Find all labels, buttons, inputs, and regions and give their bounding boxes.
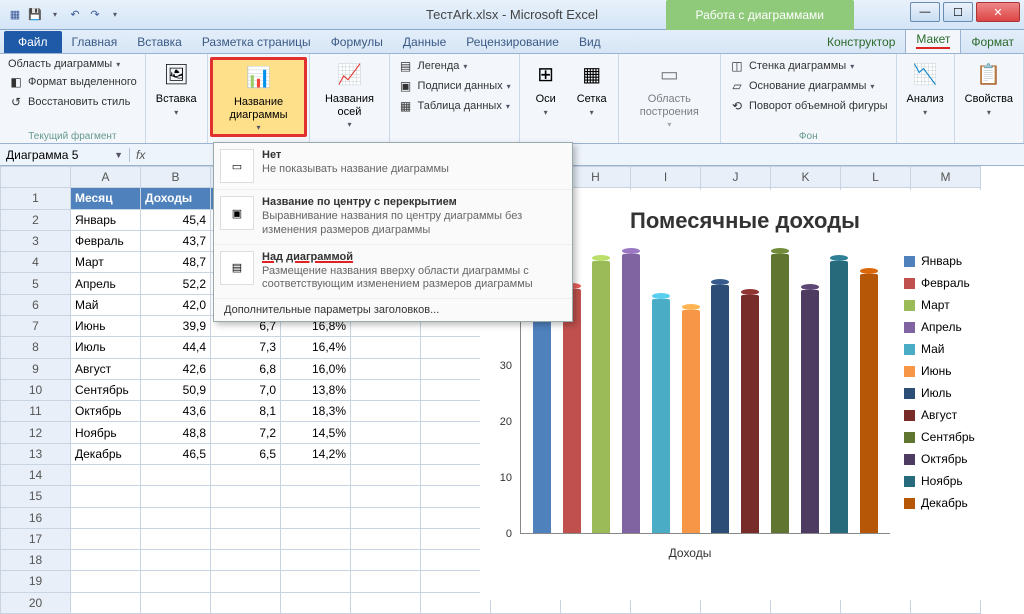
redo-icon[interactable]: ↷ <box>86 6 104 24</box>
file-tab[interactable]: Файл <box>4 31 62 53</box>
tab-page-layout[interactable]: Разметка страницы <box>192 31 321 53</box>
axes-icon: ⊞ <box>530 59 562 91</box>
format-selection-button[interactable]: ◧Формат выделенного <box>6 73 139 91</box>
grid-icon: ▦ <box>576 59 608 91</box>
name-box[interactable]: Диаграмма 5▼ <box>0 148 130 162</box>
chart-plotarea <box>520 254 890 534</box>
chart-title-icon: 📊 <box>243 62 275 94</box>
tab-data[interactable]: Данные <box>393 31 456 53</box>
save-icon[interactable]: 💾 <box>26 6 44 24</box>
axis-titles-button[interactable]: 📈 Названия осей <box>316 57 382 131</box>
chart-bars <box>521 254 890 533</box>
axes-button[interactable]: ⊞Оси <box>526 57 566 119</box>
legend-button[interactable]: ▤Легенда <box>396 57 470 75</box>
chart-tools-contextual-tab: Работа с диаграммами <box>666 0 855 30</box>
group-label-selection: Текущий фрагмент <box>6 131 139 142</box>
title-bar: ▦ 💾 ↶ ↷ ТестArk.xlsx - Microsoft Excel Р… <box>0 0 1024 30</box>
reset-icon: ↺ <box>8 94 24 110</box>
chart-wall-button[interactable]: ◫Стенка диаграммы <box>727 57 856 75</box>
chart-x-label: Доходы <box>480 546 900 560</box>
ribbon-group-axes: ⊞Оси ▦Сетка <box>520 54 619 143</box>
chart-floor-button[interactable]: ▱Основание диаграммы <box>727 77 876 95</box>
chart-title-button[interactable]: 📊 Название диаграммы <box>210 57 308 137</box>
ribbon-group-plot-area: ▭Область построения <box>619 54 721 143</box>
chart-legend: ЯнварьФевральМартАпрельМайИюньИюльАвгуст… <box>900 244 1010 564</box>
floor-icon: ▱ <box>729 78 745 94</box>
ribbon-tabs: Файл Главная Вставка Разметка страницы Ф… <box>0 30 1024 54</box>
qat-sep[interactable] <box>46 6 64 24</box>
above-icon: ▤ <box>220 251 254 285</box>
axis-titles-icon: 📈 <box>333 59 365 91</box>
dropdown-option-centered-overlay[interactable]: ▣ Название по центру с перекрытиемВыравн… <box>214 190 572 245</box>
properties-icon: 📋 <box>973 59 1005 91</box>
chevron-down-icon: ▼ <box>114 150 123 160</box>
dropdown-option-none[interactable]: ▭ НетНе показывать название диаграммы <box>214 143 572 190</box>
plot-area-icon: ▭ <box>653 59 685 91</box>
ribbon-group-chart-title: 📊 Название диаграммы <box>208 54 311 143</box>
tab-insert[interactable]: Вставка <box>127 31 192 53</box>
data-table-button[interactable]: ▦Таблица данных <box>396 97 512 115</box>
dropdown-option-above-chart[interactable]: ▤ Над диаграммойРазмещение названия ввер… <box>214 245 572 300</box>
maximize-button[interactable]: ☐ <box>943 2 973 22</box>
window-controls: — ☐ ✕ <box>910 2 1020 22</box>
dropdown-more-options[interactable]: Дополнительные параметры заголовков... <box>214 299 572 321</box>
ribbon-group-analysis: 📉Анализ <box>897 54 955 143</box>
overlay-icon: ▣ <box>220 196 254 230</box>
gridlines-button[interactable]: ▦Сетка <box>572 57 612 119</box>
fx-label: fx <box>130 148 151 162</box>
picture-icon: 🖼 <box>160 59 192 91</box>
close-button[interactable]: ✕ <box>976 2 1020 22</box>
tab-layout[interactable]: Макет <box>905 27 961 53</box>
rotation-icon: ⟲ <box>729 98 745 114</box>
tab-design[interactable]: Конструктор <box>817 31 905 53</box>
ribbon: Область диаграммы ◧Формат выделенного ↺В… <box>0 54 1024 144</box>
format-icon: ◧ <box>8 74 24 90</box>
properties-button[interactable]: 📋Свойства <box>961 57 1017 119</box>
data-table-icon: ▦ <box>398 98 414 114</box>
rotation-button[interactable]: ⟲Поворот объемной фигуры <box>727 97 890 115</box>
data-labels-button[interactable]: ▣Подписи данных <box>396 77 513 95</box>
chart-title-dropdown-menu: ▭ НетНе показывать название диаграммы ▣ … <box>213 142 573 322</box>
ribbon-group-properties: 📋Свойства <box>955 54 1024 143</box>
window-title: ТестArk.xlsx - Microsoft Excel <box>426 7 598 22</box>
minimize-button[interactable]: — <box>910 2 940 22</box>
ribbon-group-background: ◫Стенка диаграммы ▱Основание диаграммы ⟲… <box>721 54 897 143</box>
ribbon-group-labels: ▤Легенда ▣Подписи данных ▦Таблица данных <box>390 54 520 143</box>
ribbon-group-selection: Область диаграммы ◧Формат выделенного ↺В… <box>0 54 146 143</box>
analysis-icon: 📉 <box>909 59 941 91</box>
none-icon: ▭ <box>220 149 254 183</box>
plot-area-button: ▭Область построения <box>625 57 714 131</box>
undo-icon[interactable]: ↶ <box>66 6 84 24</box>
insert-button[interactable]: 🖼 Вставка <box>152 57 201 119</box>
group-label-background: Фон <box>727 131 890 142</box>
analysis-button[interactable]: 📉Анализ <box>903 57 948 119</box>
legend-icon: ▤ <box>398 58 414 74</box>
ribbon-group-insert: 🖼 Вставка <box>146 54 208 143</box>
tab-review[interactable]: Рецензирование <box>456 31 569 53</box>
qat-sep2[interactable] <box>106 6 124 24</box>
data-labels-icon: ▣ <box>398 78 414 94</box>
reset-style-button[interactable]: ↺Восстановить стиль <box>6 93 132 111</box>
tab-formulas[interactable]: Формулы <box>321 31 393 53</box>
tab-format[interactable]: Формат <box>961 31 1024 53</box>
tab-home[interactable]: Главная <box>62 31 128 53</box>
tab-view[interactable]: Вид <box>569 31 611 53</box>
ribbon-group-axis-titles: 📈 Названия осей <box>310 54 389 143</box>
chart-area-dropdown[interactable]: Область диаграммы <box>6 57 122 71</box>
excel-icon: ▦ <box>6 6 24 24</box>
quick-access-toolbar: ▦ 💾 ↶ ↷ <box>0 6 124 24</box>
wall-icon: ◫ <box>729 58 745 74</box>
